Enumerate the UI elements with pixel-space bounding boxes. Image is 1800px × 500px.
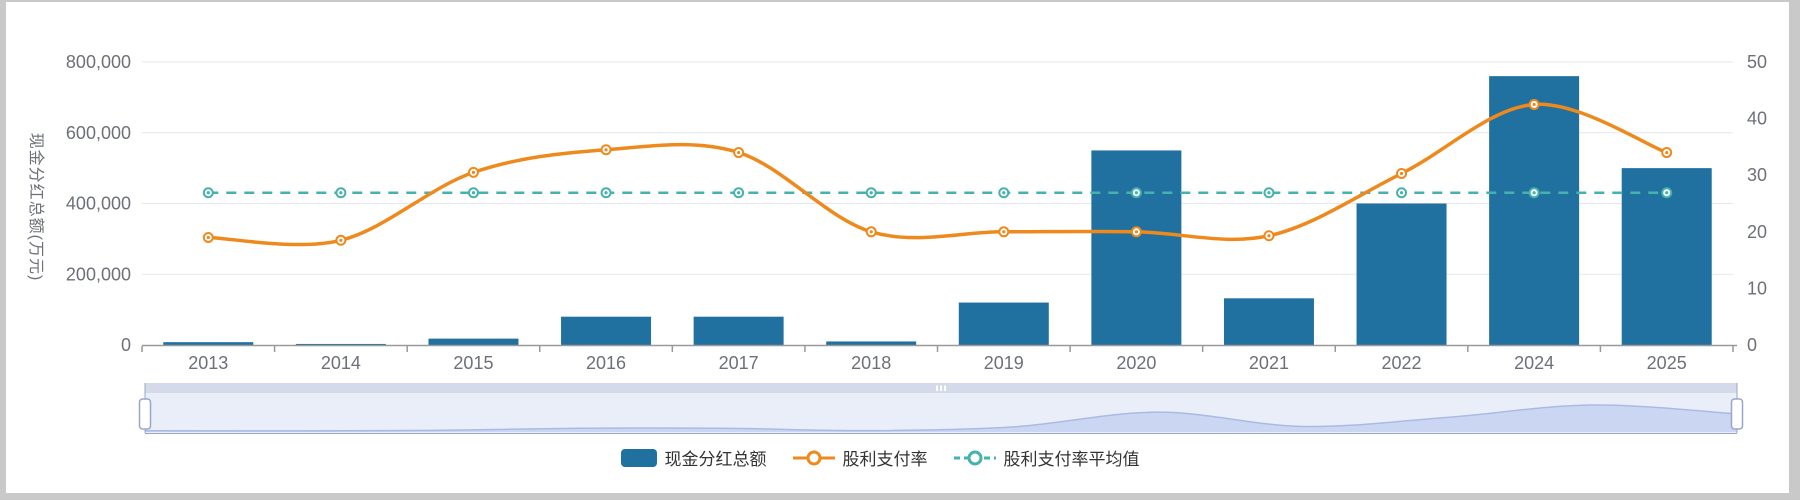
average-marker-dot xyxy=(1532,191,1536,195)
average-marker-dot xyxy=(1267,191,1271,195)
legend-item-payout-ratio[interactable]: 股利支付率 xyxy=(792,445,928,470)
y-axis-right-label: 30 xyxy=(1747,165,1767,185)
drag-grip-icon xyxy=(944,385,946,391)
y-axis-right-label: 0 xyxy=(1747,335,1757,355)
payout-marker-dot xyxy=(737,150,741,155)
x-axis-label: 2024 xyxy=(1514,353,1554,373)
drag-grip-icon xyxy=(940,385,942,391)
payout-marker-dot xyxy=(339,238,343,242)
bar-2014[interactable] xyxy=(295,343,386,346)
x-axis-label: 2025 xyxy=(1647,353,1687,373)
y-axis-left-label: 600,000 xyxy=(66,123,131,143)
payout-marker-dot xyxy=(1665,150,1669,155)
bar-swatch-icon xyxy=(620,448,657,467)
legend: 现金分红总额 股利支付率 股利支付率平均值 xyxy=(0,445,1760,470)
average-marker-dot xyxy=(1134,191,1138,195)
x-axis-label: 2019 xyxy=(984,353,1024,373)
y-axis-left-label: 0 xyxy=(121,335,131,355)
legend-item-payout-average[interactable]: 股利支付率平均值 xyxy=(953,445,1140,470)
drag-grip-icon xyxy=(936,385,938,391)
legend-item-cash-dividend[interactable]: 现金分红总额 xyxy=(620,445,767,470)
y-axis-right-label: 20 xyxy=(1747,222,1767,242)
bar-2020[interactable] xyxy=(1091,150,1182,345)
x-axis-label: 2017 xyxy=(719,353,759,373)
legend-label: 股利支付率 xyxy=(842,450,928,469)
bar-2022[interactable] xyxy=(1356,203,1447,346)
datazoom-left-handle[interactable] xyxy=(138,398,152,430)
average-marker-dot xyxy=(1002,191,1006,195)
payout-marker-dot xyxy=(869,230,873,234)
payout-marker-dot xyxy=(1399,171,1404,176)
line-circle-swatch-icon xyxy=(792,450,835,465)
average-marker-dot xyxy=(339,191,343,195)
x-axis-label: 2016 xyxy=(586,353,626,373)
bar-2021[interactable] xyxy=(1223,298,1314,345)
payout-marker-dot xyxy=(206,235,210,240)
x-axis-label: 2018 xyxy=(851,353,891,373)
x-axis-label: 2022 xyxy=(1382,353,1422,373)
payout-marker-dot xyxy=(1002,230,1006,234)
average-marker-dot xyxy=(869,191,873,195)
y-axis-left-label: 400,000 xyxy=(66,194,131,214)
payout-marker-dot xyxy=(1267,234,1271,238)
datazoom-preview-line xyxy=(144,404,1738,432)
x-axis-label: 2021 xyxy=(1249,353,1289,373)
y-axis-left-label: 800,000 xyxy=(66,52,131,72)
x-axis-label: 2015 xyxy=(453,353,493,373)
average-marker-dot xyxy=(604,191,608,195)
x-axis-label: 2014 xyxy=(321,353,361,373)
payout-line xyxy=(206,102,1669,247)
x-axis-label: 2020 xyxy=(1116,353,1156,373)
bar-2015[interactable] xyxy=(428,338,519,345)
average-marker-dot xyxy=(1399,191,1404,195)
average-marker-dot xyxy=(1665,191,1669,195)
average-marker-dot xyxy=(206,191,210,195)
payout-marker-dot xyxy=(1134,230,1138,234)
bar-2016[interactable] xyxy=(561,316,652,345)
legend-label: 股利支付率平均值 xyxy=(1003,450,1140,469)
average-marker-dot xyxy=(737,191,741,195)
legend-label: 现金分红总额 xyxy=(664,450,767,469)
payout-marker-dot xyxy=(604,148,608,152)
x-axis-label: 2013 xyxy=(188,353,228,373)
payout-marker-dot xyxy=(1532,102,1536,107)
y-axis-left-label: 200,000 xyxy=(66,264,131,284)
payout-marker-dot xyxy=(471,170,476,174)
bar-2018[interactable] xyxy=(826,341,917,345)
dashed-line-circle-swatch-icon xyxy=(953,450,996,465)
datazoom-right-handle[interactable] xyxy=(1730,398,1744,430)
y-axis-right-label: 10 xyxy=(1747,278,1767,298)
bar-2024[interactable] xyxy=(1489,76,1580,346)
bar-2019[interactable] xyxy=(958,302,1049,345)
bar-2017[interactable] xyxy=(693,316,784,345)
y-axis-right-label: 40 xyxy=(1747,109,1767,129)
y-axis-right-label: 50 xyxy=(1747,52,1767,72)
bar-2013[interactable] xyxy=(163,342,254,345)
datazoom-preview-area xyxy=(145,404,1737,432)
average-marker-dot xyxy=(471,191,476,195)
